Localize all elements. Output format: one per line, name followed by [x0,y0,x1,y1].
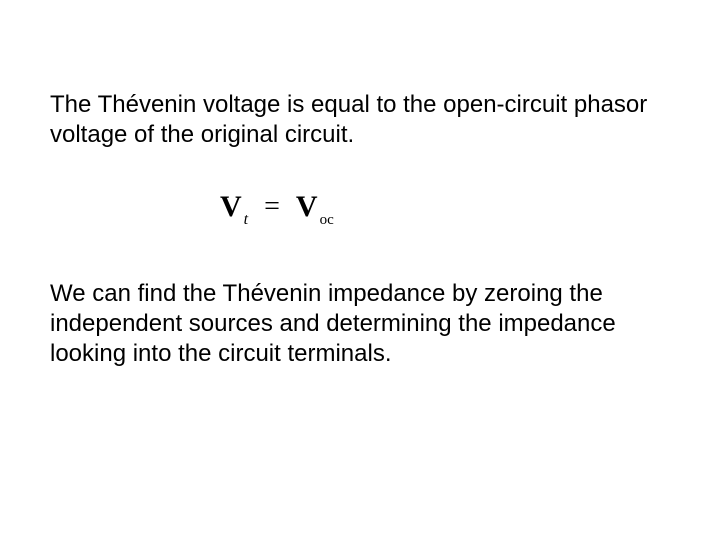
equation-operator: = [260,191,284,223]
equation-rhs-subscript: oc [320,212,334,229]
equation-lhs-symbol: V [220,190,242,224]
equation-vt-equals-voc: V t = V oc [220,190,670,224]
paragraph-thevenin-impedance: We can find the Thévenin impedance by ze… [50,279,670,369]
equation-rhs-symbol: V [296,190,318,224]
equation-lhs: V t [220,190,248,224]
paragraph-thevenin-voltage: The Thévenin voltage is equal to the ope… [50,90,670,150]
slide: The Thévenin voltage is equal to the ope… [0,0,720,540]
equation-lhs-subscript: t [244,211,248,229]
equation-rhs: V oc [296,190,334,224]
